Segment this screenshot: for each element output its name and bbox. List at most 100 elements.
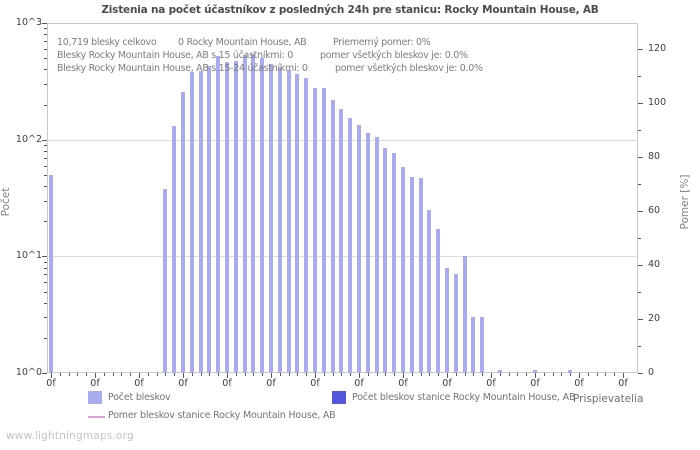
- y-right-tick-label: 40: [648, 259, 661, 270]
- bar: [181, 92, 185, 373]
- x-tick: [543, 373, 545, 376]
- x-tick: [561, 373, 563, 376]
- x-tick: [623, 373, 624, 378]
- bar: [163, 188, 168, 373]
- bar: [453, 274, 458, 373]
- x-tick: [367, 373, 369, 376]
- legend-label-ratio-station: Pomer bleskov stanice Rocky Mountain Hou…: [108, 410, 336, 421]
- x-tick: [253, 373, 255, 376]
- y-left-axis-title: Počet: [0, 187, 12, 217]
- y-left-minor-tick: [44, 274, 47, 276]
- x-tick: [464, 373, 466, 376]
- stats-station-strikes: 0 Rocky Mountain House, AB: [178, 37, 307, 48]
- x-tick: [587, 373, 589, 376]
- y-left-tick-label: 10^3: [15, 17, 42, 28]
- y-left-minor-tick: [44, 317, 47, 319]
- x-tick: [579, 373, 580, 378]
- x-tick: [306, 373, 308, 376]
- x-tick: [86, 373, 88, 376]
- x-axis-title: Prispievatelia: [573, 393, 644, 405]
- x-tick: [394, 373, 396, 376]
- bar: [295, 74, 300, 373]
- x-tick: [385, 373, 387, 376]
- x-tick: [570, 373, 572, 376]
- x-tick-label: 0f: [134, 378, 144, 389]
- y-left-minor-tick: [44, 267, 47, 269]
- x-tick: [535, 373, 536, 378]
- legend-line-ratio-station: [88, 416, 105, 418]
- x-tick: [403, 373, 404, 378]
- x-tick-label: 0f: [266, 378, 276, 389]
- x-tick: [447, 373, 448, 378]
- x-tick-label: 0f: [222, 378, 232, 389]
- bar: [321, 87, 326, 373]
- x-tick: [508, 373, 510, 376]
- stats-average-ratio: Priememý pomer: 0%: [333, 37, 431, 48]
- watermark: www.lightningmaps.org: [6, 430, 134, 442]
- y-left-minor-tick: [44, 165, 47, 167]
- legend-swatch-count-all: [88, 391, 102, 404]
- x-tick: [130, 373, 132, 376]
- bar: [357, 124, 361, 373]
- x-tick: [165, 373, 167, 376]
- bar: [269, 63, 273, 373]
- bar: [198, 70, 203, 373]
- x-tick: [455, 373, 457, 376]
- x-tick-label: 0f: [530, 378, 540, 389]
- y-left-tick: [42, 139, 47, 141]
- x-tick: [112, 373, 114, 376]
- y-right-tick: [638, 292, 641, 293]
- y-right-tick-label: 80: [648, 151, 661, 162]
- x-tick: [526, 373, 528, 376]
- y-left-minor-tick: [44, 34, 47, 36]
- x-tick-label: 0f: [574, 378, 584, 389]
- bar: [392, 152, 397, 373]
- x-tick: [51, 373, 52, 378]
- stats-ratio-15-24: pomer všetkých bleskov je: 0.0%: [335, 63, 483, 74]
- y-left-tick-label: 10^1: [15, 250, 42, 262]
- y-left-tick: [42, 256, 47, 258]
- x-tick: [68, 373, 70, 376]
- stats-ratio-15: pomer všetkých bleskov je: 0.0%: [320, 50, 468, 61]
- y-right-tick-label: 0: [648, 367, 655, 378]
- y-left-minor-tick: [44, 282, 47, 284]
- y-right-tick: [638, 157, 643, 158]
- bar: [216, 56, 221, 373]
- bar: [330, 99, 335, 373]
- bar: [277, 67, 282, 373]
- y-left-minor-tick: [44, 157, 47, 159]
- x-tick: [596, 373, 598, 376]
- y-left-minor-tick: [44, 41, 47, 43]
- bar: [304, 78, 309, 373]
- y-right-tick-label: 120: [648, 43, 667, 54]
- x-tick: [121, 373, 123, 376]
- x-tick: [517, 373, 519, 376]
- bar: [207, 66, 212, 373]
- y-left-minor-tick: [44, 291, 47, 293]
- bar: [383, 147, 388, 373]
- y-right-axis-title: Pomer [%]: [679, 174, 691, 230]
- x-tick: [411, 373, 413, 376]
- x-tick-label: 0f: [178, 378, 188, 389]
- x-tick: [156, 373, 158, 376]
- y-left-minor-tick: [44, 48, 47, 50]
- y-right-tick: [638, 76, 641, 77]
- y-right-tick-label: 100: [648, 97, 667, 108]
- y-right-tick: [638, 238, 641, 239]
- y-left-minor-tick: [44, 151, 47, 152]
- y-right-tick: [638, 49, 643, 50]
- x-tick: [614, 373, 616, 376]
- bar: [418, 177, 423, 373]
- x-tick-label: 0f: [618, 378, 628, 389]
- x-tick: [262, 373, 264, 376]
- y-left-minor-tick: [44, 104, 47, 106]
- y-left-minor-tick: [44, 145, 47, 146]
- x-tick-label: 0f: [442, 378, 452, 389]
- bar: [348, 117, 353, 373]
- y-left-minor-tick: [44, 302, 47, 304]
- x-tick: [183, 373, 184, 378]
- x-tick: [244, 373, 246, 376]
- bar: [480, 317, 485, 373]
- bar: [242, 54, 247, 373]
